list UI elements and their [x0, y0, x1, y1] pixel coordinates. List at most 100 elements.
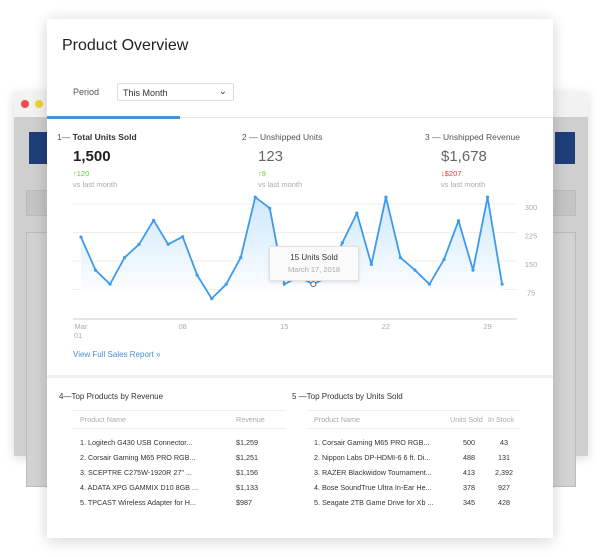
value-cell: $987	[236, 497, 252, 507]
chart-tooltip: 15 Units Sold March 17, 2018	[269, 246, 359, 281]
data-point	[369, 262, 373, 267]
product-name-cell: 3. RAZER Blackwidow Tournament...	[314, 467, 432, 477]
kpi-value: 1,500	[73, 148, 111, 165]
table-row[interactable]: 2. Corsair Gaming M65 PRO RGB... $1,251	[73, 450, 286, 465]
data-point	[500, 282, 504, 286]
product-name-cell: 4. Bose SoundTrue Ultra In-Ear He...	[314, 482, 432, 492]
value-cell: 428	[498, 497, 510, 507]
kpi-vs: vs last month	[258, 180, 303, 189]
value-cell: $1,156	[236, 467, 258, 477]
tooltip-date: March 17, 2018	[287, 265, 341, 274]
data-point	[79, 235, 83, 239]
data-point	[210, 297, 214, 301]
data-point	[456, 219, 461, 223]
product-name-cell: 5. Seagate 2TB Game Drive for Xb ...	[314, 497, 434, 507]
data-point	[340, 241, 344, 245]
kpi-number: 1—	[57, 132, 71, 142]
data-point	[137, 242, 141, 246]
y-tick-label: 225	[525, 232, 538, 241]
value-cell: 413	[463, 467, 475, 477]
data-point	[413, 268, 417, 272]
kpi-change: ↑9	[258, 169, 266, 178]
value-cell: $1,259	[236, 437, 258, 447]
kpi-unshipped-units: 2 — Unshipped Units 123 ↑9 vs last month	[242, 132, 322, 189]
data-point	[355, 211, 359, 215]
table-row[interactable]: 4. Bose SoundTrue Ultra In-Ear He... 378 9…	[307, 480, 520, 495]
kpi-change: ↓$207	[441, 169, 462, 178]
table-row[interactable]: 2. Nippon Labs DP-HDMI-6 6 ft. Di... 488 1…	[307, 450, 520, 465]
minimize-dot-icon	[35, 100, 43, 108]
value-cell: 345	[463, 497, 475, 507]
x-tick-label: 01	[74, 331, 82, 340]
table-row[interactable]: 3. SCEPTRE C275W-1920R 27" ... $1,156	[73, 465, 286, 480]
data-point	[310, 281, 317, 288]
page-title: Product Overview	[62, 37, 189, 54]
x-tick-label: 08	[178, 322, 186, 331]
product-name-cell: 2. Corsair Gaming M65 PRO RGB...	[80, 452, 196, 462]
col-header: Product Name	[307, 410, 450, 429]
active-tab-indicator	[47, 116, 180, 119]
col-header: Product Name	[73, 410, 236, 429]
y-tick-label: 150	[525, 260, 538, 269]
units-table: Product Name Units Sold In Stock 1. Corsai…	[307, 410, 520, 510]
product-name-cell: 1. Logitech G430 USB Connector...	[80, 437, 193, 447]
data-point	[108, 282, 112, 286]
kpi-value: $1,678	[441, 148, 487, 165]
table-row[interactable]: 5. Seagate 2TB Game Drive for Xb ... 345 4…	[307, 495, 520, 510]
background-header-bar	[555, 132, 575, 164]
kpi-vs: vs last month	[441, 180, 486, 189]
value-cell: 927	[498, 482, 510, 492]
table-row[interactable]: 1. Logitech G430 USB Connector... $1,259	[73, 429, 286, 450]
revenue-table: Product Name Revenue 1. Logitech G430 USB…	[73, 410, 286, 510]
data-point	[471, 268, 475, 272]
value-cell: 378	[463, 482, 475, 492]
y-tick-label: 75	[527, 289, 535, 298]
section-number: 4—	[59, 392, 72, 401]
value-cell: 131	[498, 452, 510, 462]
kpi-label: Unshipped Revenue	[442, 132, 520, 142]
value-cell: 488	[463, 452, 475, 462]
tooltip-title: 15 Units Sold	[290, 253, 338, 262]
revenue-section-title: 4—Top Products by Revenue	[59, 392, 163, 401]
product-name-cell: 5. TPCAST Wireless Adapter for H...	[80, 497, 196, 507]
table-row[interactable]: 1. Corsair Gaming M65 PRO RGB... 500 43	[307, 429, 520, 450]
data-point	[427, 282, 432, 286]
kpi-number: 2 —	[242, 132, 258, 142]
x-tick-label: 29	[483, 322, 491, 331]
table-row[interactable]: 3. RAZER Blackwidow Tournament... 413 2,39…	[307, 465, 520, 480]
data-point	[282, 282, 286, 286]
table-row[interactable]: 4. ADATA XPG GAMMIX D10 8GB ... $1,133	[73, 480, 286, 495]
data-point	[239, 255, 243, 260]
x-tick-label: 15	[280, 322, 288, 331]
kpi-value: 123	[258, 148, 284, 165]
x-tick-label: 22	[382, 322, 390, 331]
value-cell: 2,392	[495, 467, 513, 477]
product-name-cell: 4. ADATA XPG GAMMIX D10 8GB ...	[80, 482, 198, 492]
units-section-title: 5 —Top Products by Units Sold	[292, 392, 403, 401]
kpi-label: Total Units Sold	[72, 132, 137, 142]
x-tick-label: Mar	[75, 322, 88, 331]
data-point	[122, 255, 127, 260]
col-header: Units Sold	[450, 410, 488, 429]
period-label: Period	[73, 87, 100, 97]
data-point	[93, 268, 98, 272]
data-point	[268, 206, 272, 210]
table-row[interactable]: 5. TPCAST Wireless Adapter for H... $987	[73, 495, 286, 510]
section-number: 5 —	[292, 392, 307, 401]
data-point	[253, 195, 257, 199]
value-cell: $1,251	[236, 452, 258, 462]
value-cell: 500	[463, 437, 475, 447]
close-dot-icon	[21, 100, 29, 108]
view-full-sales-report-link[interactable]: View Full Sales Report »	[73, 350, 161, 359]
data-point	[166, 242, 170, 246]
col-header: In Stock	[488, 410, 520, 429]
period-select[interactable]: This Month ⌄	[117, 83, 234, 101]
col-header: Revenue	[236, 410, 286, 429]
series-area	[81, 197, 503, 299]
data-point	[224, 282, 228, 286]
value-cell: $1,133	[236, 482, 258, 492]
kpi-total-units-sold: 1— Total Units Sold 1,500 ↑120 vs last m…	[57, 132, 137, 189]
product-overview-card: Product Overview Period This Month ⌄ 1— …	[47, 19, 553, 538]
section-divider	[47, 375, 553, 378]
